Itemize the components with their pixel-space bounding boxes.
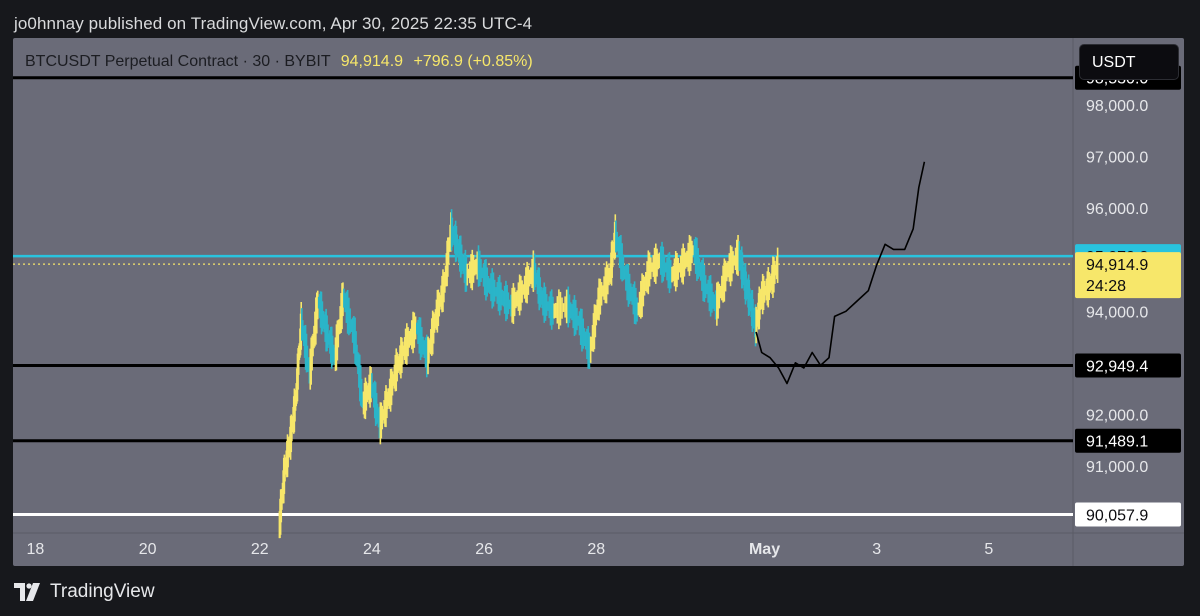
x-tick-label: 18 <box>27 541 45 558</box>
tradingview-brand[interactable]: TradingView <box>14 580 155 604</box>
last-price-label: 94,914.9 <box>1086 257 1148 274</box>
x-tick-label: 24 <box>363 541 381 558</box>
legend-symbol: BTCUSDT Perpetual Contract · 30 · BYBIT <box>25 53 331 70</box>
price-chart[interactable]: 98,000.0 97,000.0 96,000.0 94,000.0 92,000.0… <box>13 38 1184 566</box>
last-price-tag <box>1075 252 1181 299</box>
tradingview-brand-text: TradingView <box>50 581 155 602</box>
y-tick-label: 94,000.0 <box>1086 304 1148 321</box>
x-tick-label: 3 <box>872 541 881 558</box>
level-label-bg <box>1075 353 1181 378</box>
chart-legend: BTCUSDT Perpetual Contract · 30 · BYBIT … <box>25 53 533 71</box>
x-tick-label: 22 <box>251 541 269 558</box>
tradingview-logo-icon <box>14 583 40 601</box>
level-label-bg <box>1075 428 1181 453</box>
y-tick-label: 97,000.0 <box>1086 150 1148 167</box>
level-label: 92,949.4 <box>1086 358 1148 375</box>
y-tick-label: 92,000.0 <box>1086 407 1148 424</box>
y-tick-label: 98,000.0 <box>1086 98 1148 115</box>
y-tick-label: 91,000.0 <box>1086 459 1148 476</box>
chart-area[interactable]: 98,000.0 97,000.0 96,000.0 94,000.0 92,000.0… <box>13 38 1184 566</box>
x-tick-label: 5 <box>984 541 993 558</box>
countdown-label: 24:28 <box>1086 278 1126 295</box>
currency-button[interactable]: USDT <box>1079 44 1179 80</box>
x-tick-label: 26 <box>475 541 493 558</box>
x-tick-label: May <box>749 541 780 558</box>
x-tick-label: 28 <box>587 541 605 558</box>
level-label-bg <box>1075 502 1181 527</box>
legend-change: +796.9 (+0.85%) <box>413 53 533 70</box>
y-tick-label: 96,000.0 <box>1086 201 1148 218</box>
x-tick-label: 20 <box>139 541 157 558</box>
projection-path <box>755 161 926 385</box>
publisher-line: jo0hnnay published on TradingView.com, A… <box>14 14 533 33</box>
level-label: 90,057.9 <box>1086 508 1148 525</box>
level-label: 91,489.1 <box>1086 434 1148 451</box>
legend-price: 94,914.9 <box>340 53 404 70</box>
